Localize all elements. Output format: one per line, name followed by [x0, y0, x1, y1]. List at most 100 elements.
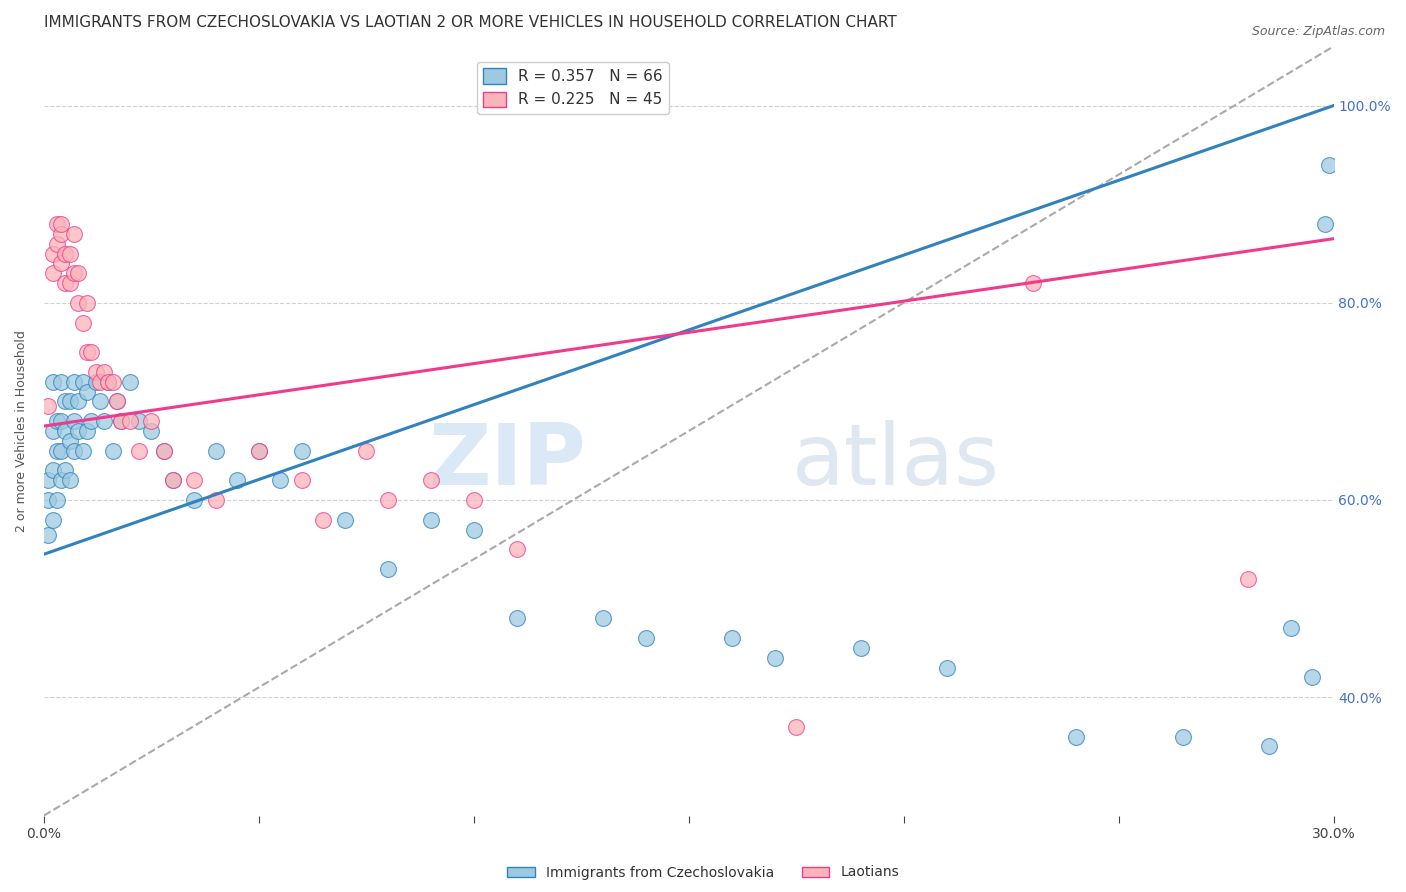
Point [377, 493, 399, 508]
Point [72, 375, 94, 389]
Point [763, 650, 786, 665]
Point [153, 443, 176, 458]
Point [72, 443, 94, 458]
Point [55, 463, 77, 477]
Legend: R = 0.357   N = 66, R = 0.225   N = 45: R = 0.357 N = 66, R = 0.225 N = 45 [477, 62, 669, 113]
Point [67, 424, 90, 438]
Point [45, 443, 67, 458]
Point [41, 375, 63, 389]
Point [97, 375, 120, 389]
Point [110, 414, 132, 428]
Point [41, 246, 63, 260]
Point [419, 513, 441, 527]
Point [55, 424, 77, 438]
Point [59, 246, 82, 260]
Point [463, 493, 485, 508]
Point [84, 375, 107, 389]
Point [153, 443, 176, 458]
Point [377, 562, 399, 576]
Point [105, 394, 128, 409]
Point [41, 463, 63, 477]
Point [247, 443, 270, 458]
Point [162, 473, 184, 487]
Point [128, 443, 150, 458]
Point [118, 375, 141, 389]
Point [63, 227, 86, 241]
Text: IMMIGRANTS FROM CZECHOSLOVAKIA VS LAOTIAN 2 OR MORE VEHICLES IN HOUSEHOLD CORREL: IMMIGRANTS FROM CZECHOSLOVAKIA VS LAOTIA… [44, 15, 897, 30]
Text: atlas: atlas [792, 420, 1000, 503]
Point [128, 414, 150, 428]
Point [463, 523, 485, 537]
Point [785, 720, 807, 734]
Point [45, 236, 67, 251]
Point [76, 345, 98, 359]
Point [63, 443, 86, 458]
Point [45, 217, 67, 231]
Point [89, 375, 111, 389]
Point [80, 414, 103, 428]
Point [291, 443, 314, 458]
Point [935, 660, 957, 674]
Point [1313, 217, 1336, 231]
Point [55, 394, 77, 409]
Point [162, 473, 184, 487]
Point [59, 434, 82, 448]
Point [183, 493, 205, 508]
Point [634, 631, 657, 645]
Point [55, 246, 77, 260]
Point [1279, 621, 1302, 635]
Point [118, 414, 141, 428]
Point [51, 443, 73, 458]
Point [63, 266, 86, 280]
Point [1021, 276, 1043, 290]
Point [1171, 730, 1194, 744]
Point [37, 527, 59, 541]
Point [356, 443, 378, 458]
Point [205, 493, 228, 508]
Point [45, 493, 67, 508]
Y-axis label: 2 or more Vehicles in Household: 2 or more Vehicles in Household [15, 330, 28, 532]
Legend: Immigrants from Czechoslovakia, Laotians: Immigrants from Czechoslovakia, Laotians [501, 860, 905, 885]
Point [59, 394, 82, 409]
Point [1301, 671, 1323, 685]
Point [51, 217, 73, 231]
Point [506, 611, 529, 625]
Point [72, 316, 94, 330]
Point [45, 414, 67, 428]
Text: ZIP: ZIP [427, 420, 585, 503]
Point [1236, 572, 1258, 586]
Point [269, 473, 291, 487]
Point [76, 384, 98, 399]
Point [141, 414, 163, 428]
Point [101, 375, 124, 389]
Point [1064, 730, 1087, 744]
Point [51, 473, 73, 487]
Point [849, 640, 872, 655]
Point [67, 266, 90, 280]
Point [41, 424, 63, 438]
Point [720, 631, 742, 645]
Point [592, 611, 614, 625]
Point [84, 365, 107, 379]
Point [37, 493, 59, 508]
Point [110, 414, 132, 428]
Point [101, 443, 124, 458]
Point [51, 375, 73, 389]
Point [51, 256, 73, 270]
Point [41, 266, 63, 280]
Point [76, 424, 98, 438]
Point [419, 473, 441, 487]
Point [312, 513, 335, 527]
Point [51, 227, 73, 241]
Point [76, 295, 98, 310]
Point [63, 375, 86, 389]
Point [55, 276, 77, 290]
Text: Source: ZipAtlas.com: Source: ZipAtlas.com [1251, 25, 1385, 38]
Point [89, 394, 111, 409]
Point [80, 345, 103, 359]
Point [37, 400, 59, 414]
Point [333, 513, 356, 527]
Point [506, 542, 529, 557]
Point [37, 473, 59, 487]
Point [51, 414, 73, 428]
